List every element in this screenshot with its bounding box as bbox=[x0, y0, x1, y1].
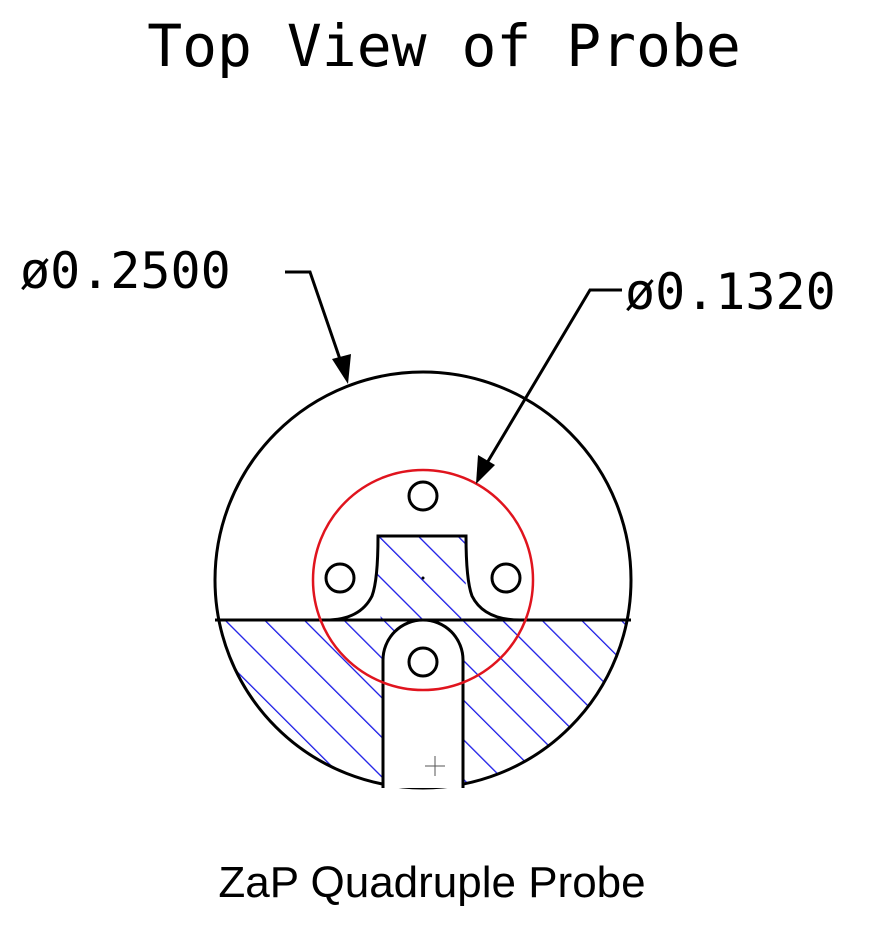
figure-caption: ZaP Quadruple Probe bbox=[218, 858, 645, 907]
inner-diameter-label: ø0.1320 bbox=[625, 263, 836, 321]
hatched-section bbox=[215, 536, 631, 788]
hole-right bbox=[490, 562, 522, 594]
outer-diameter-leader bbox=[285, 270, 345, 369]
hole-left bbox=[324, 562, 356, 594]
inner-diameter-arrowhead bbox=[476, 455, 495, 484]
outer-diameter-arrowhead bbox=[332, 354, 351, 384]
lower-slot-outline bbox=[381, 618, 465, 788]
center-key-outline bbox=[325, 534, 521, 622]
inner-diameter-leader bbox=[482, 288, 622, 469]
bolt-circle bbox=[311, 468, 535, 692]
hole-bottom bbox=[407, 646, 439, 678]
outer-diameter-label: ø0.2500 bbox=[20, 242, 231, 300]
hole-top bbox=[407, 480, 439, 512]
drawing-title: Top View of Probe bbox=[147, 12, 741, 80]
hatch-fill bbox=[215, 536, 631, 788]
crosshair-mark bbox=[425, 756, 445, 776]
center-dot bbox=[421, 576, 425, 580]
